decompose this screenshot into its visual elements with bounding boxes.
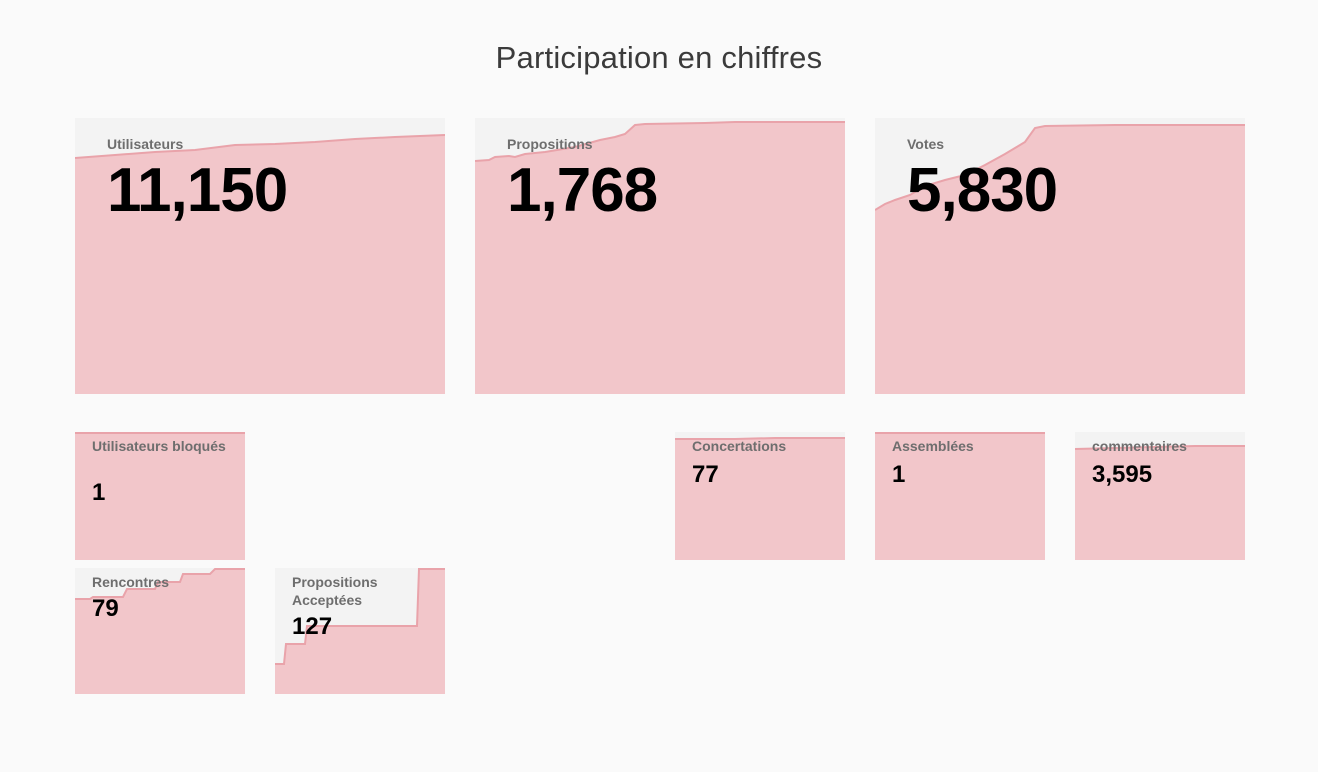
blocked-users-label: Utilisateurs bloqués — [92, 438, 226, 454]
accepted-proposals-label: Propositions Acceptées — [292, 574, 378, 608]
page-title: Participation en chiffres — [495, 40, 823, 75]
stat-card-blocked-users: Utilisateurs bloqués 1 — [75, 432, 245, 560]
blocked-users-sparkline — [75, 432, 245, 560]
comments-sparkline — [1075, 445, 1245, 560]
stat-card-accepted-proposals: Propositions Acceptées 127 — [275, 568, 445, 694]
stat-card-assemblies: Assemblées 1 — [875, 432, 1045, 560]
stat-card-concertations: Concertations 77 — [675, 432, 845, 560]
stat-card-users: Utilisateurs 11,150 — [75, 118, 445, 394]
assemblies-label: Assemblées — [892, 438, 974, 454]
concertations-sparkline — [675, 437, 845, 560]
accepted-proposals-value: 127 — [292, 613, 333, 640]
votes-label: Votes — [907, 136, 945, 152]
meetings-sparkline — [75, 568, 245, 694]
users-label: Utilisateurs — [107, 136, 184, 152]
votes-value: 5,830 — [907, 156, 1058, 225]
assemblies-value: 1 — [892, 461, 906, 488]
concertations-value: 77 — [692, 461, 719, 488]
votes-sparkline — [875, 124, 1245, 394]
accepted-proposals-sparkline — [275, 568, 445, 694]
meetings-label: Rencontres — [92, 574, 170, 590]
concertations-label: Concertations — [692, 438, 787, 454]
comments-value: 3,595 — [1092, 461, 1153, 488]
blocked-users-value: 1 — [92, 479, 106, 506]
meetings-value: 79 — [92, 595, 119, 622]
assemblies-sparkline — [875, 432, 1045, 560]
users-sparkline — [75, 134, 445, 394]
stat-card-meetings: Rencontres 79 — [75, 568, 245, 694]
stat-card-proposals: Propositions 1,768 — [475, 118, 845, 394]
proposals-value: 1,768 — [507, 156, 658, 225]
stat-card-votes: Votes 5,830 — [875, 118, 1245, 394]
stat-card-comments: commentaires 3,595 — [1075, 432, 1245, 560]
proposals-label: Propositions — [507, 136, 593, 152]
users-value: 11,150 — [107, 156, 288, 225]
proposals-sparkline — [475, 121, 845, 394]
comments-label: commentaires — [1092, 438, 1187, 454]
